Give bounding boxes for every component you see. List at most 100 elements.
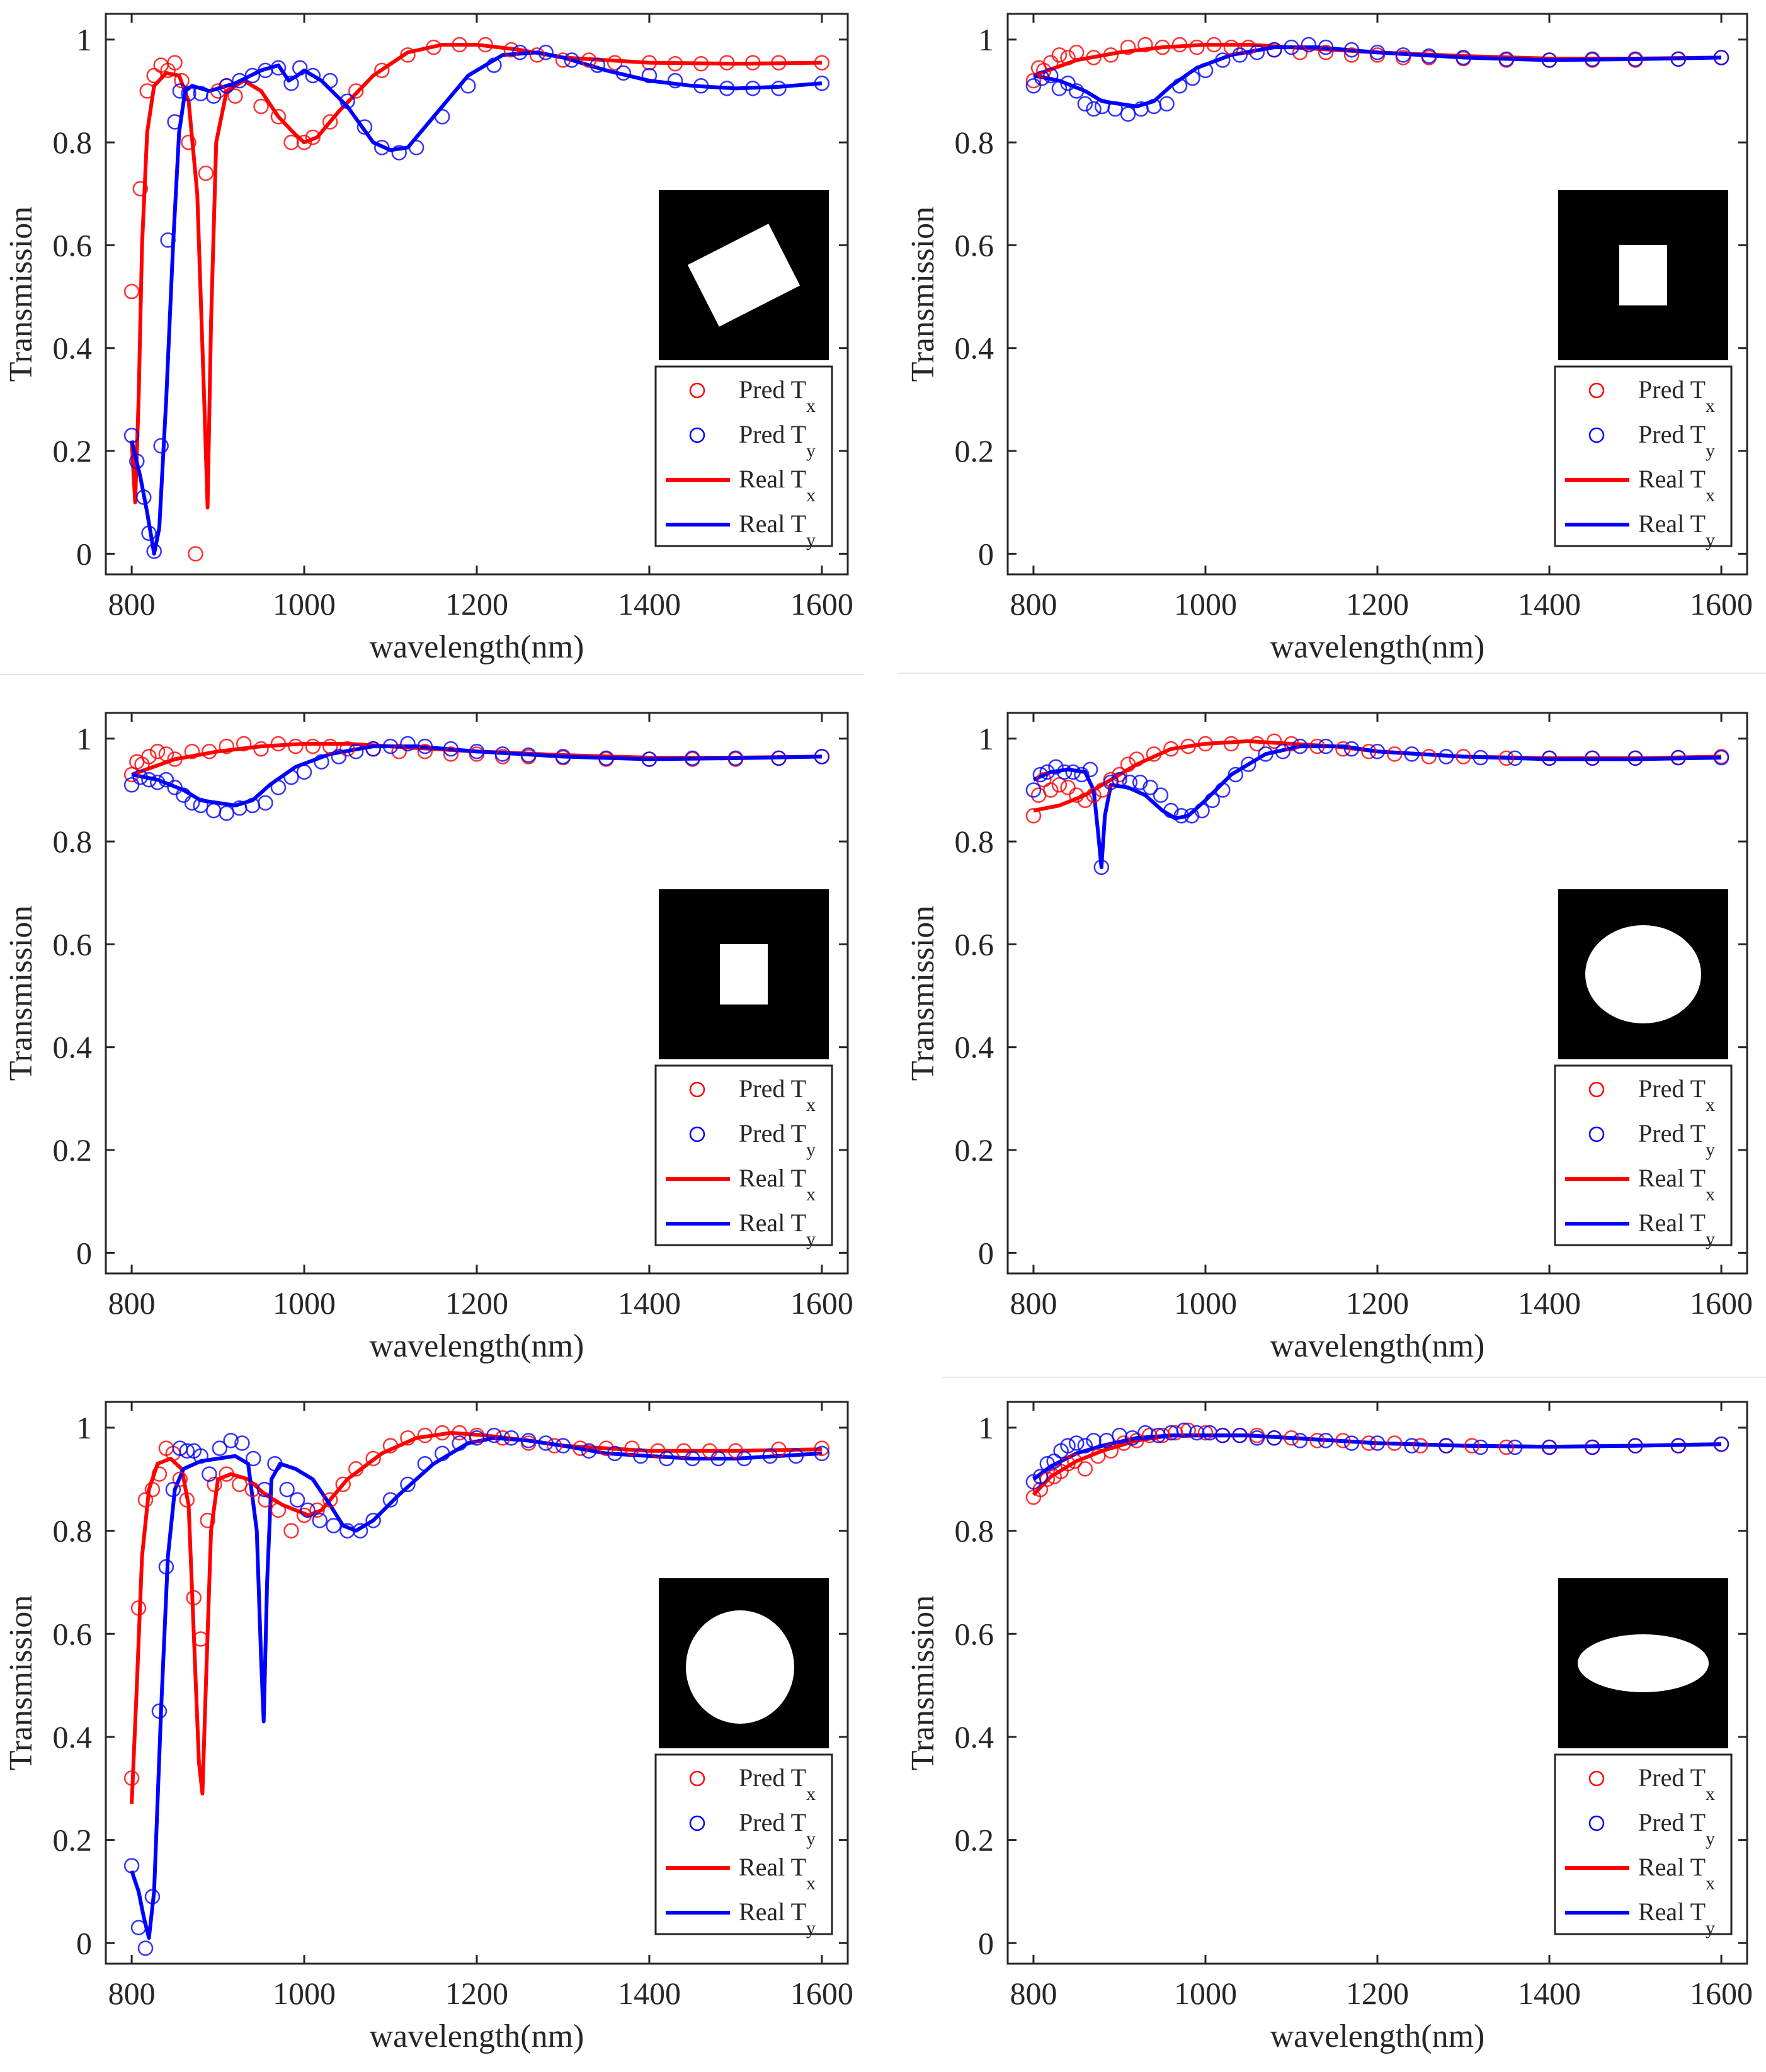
pred-ty-point [1438, 749, 1454, 765]
x-axis-label: wavelength(nm) [1270, 629, 1485, 665]
legend-label-pred_ty: Pred Ty [739, 1119, 816, 1160]
y-tick-label: 0.8 [955, 125, 994, 160]
pred-ty-point [1197, 62, 1214, 79]
pred-ty-point [1034, 70, 1050, 86]
pred-tx-point [1180, 1422, 1196, 1438]
pred-ty-point [305, 67, 321, 84]
pred-ty-point [289, 1492, 305, 1508]
pred-tx-point [244, 1481, 261, 1498]
pred-ty-point [123, 1858, 140, 1874]
pred-tx-point [529, 47, 545, 63]
pred-ty-point [382, 1492, 399, 1508]
pred-ty-point [814, 75, 830, 91]
y-tick-label: 0 [978, 536, 994, 571]
pred-tx-point [745, 55, 761, 71]
legend-label-real_tx: Real Tx [739, 465, 816, 506]
y-tick-label: 0.4 [955, 1719, 994, 1755]
pred-tx-point [452, 37, 467, 53]
pred-ty-point [137, 1940, 154, 1956]
y-tick-label: 0.6 [955, 1616, 994, 1651]
pred-tx-point [1077, 1461, 1093, 1477]
pred-tx-point [123, 1770, 140, 1786]
pred-tx-point [348, 83, 364, 99]
panel-divider-right-top [898, 673, 1766, 674]
pred-ty-point [1112, 771, 1127, 788]
pred-ty-point [1142, 780, 1158, 795]
pred-ty-point [1093, 859, 1110, 875]
pred-ty-point [123, 428, 140, 443]
pred-ty-point [136, 489, 152, 505]
y-tick-label: 0.4 [955, 1030, 994, 1065]
pred-tx-point [141, 749, 157, 765]
pred-ty-point [1713, 749, 1729, 766]
pred-tx-point [581, 52, 597, 68]
pred-tx-point [184, 743, 200, 760]
pred-ty-point [771, 750, 787, 766]
pred-tx-point [452, 1425, 467, 1441]
pred-tx-point [693, 55, 709, 72]
pred-tx-point [144, 1481, 161, 1498]
y-tick-label: 1 [76, 22, 92, 57]
pred-tx-point [1154, 39, 1170, 55]
pred-tx-point [305, 129, 321, 145]
y-tick-label: 0.6 [53, 1616, 93, 1651]
pred-tx-point [1413, 1438, 1428, 1454]
pred-ty-point [1670, 51, 1687, 67]
pred-ty-point [555, 749, 571, 765]
pred-ty-point [245, 1450, 261, 1467]
pred-ty-point [727, 750, 744, 766]
pred-tx-point [130, 1600, 147, 1616]
pred-tx-point [270, 1502, 287, 1518]
pred-ty-point [1473, 749, 1489, 766]
legend-label-pred_ty: Pred Ty [1638, 1808, 1715, 1849]
pred-ty-point [1421, 48, 1437, 64]
pred-tx-point [1060, 50, 1076, 65]
real-ty-line [1033, 45, 1722, 108]
pred-ty-point [256, 1481, 273, 1498]
pred-tx-point [348, 1461, 364, 1477]
legend-label-real_tx: Real Tx [1638, 465, 1715, 506]
pred-tx-point [1043, 782, 1059, 798]
pred-tx-point [158, 746, 174, 762]
inset-ellipse [1578, 1634, 1709, 1692]
pred-tx-point [198, 165, 214, 181]
legend-label-real_tx: Real Tx [1638, 1164, 1715, 1205]
x-tick-label: 800 [108, 1976, 156, 2011]
x-tick-label: 1600 [1690, 1285, 1753, 1321]
pred-tx-point [719, 55, 735, 71]
pred-ty-point [538, 1435, 554, 1451]
pred-ty-point [1068, 83, 1085, 99]
pred-tx-point [814, 55, 830, 71]
pred-tx-point [123, 766, 140, 783]
pred-ty-point [1043, 67, 1059, 84]
pred-ty-point [322, 72, 338, 89]
chart-panel-3: 800 1000 1200 1400 1600 0 0.2 0.4 0.6 0.8 1 wavelen… [3, 712, 853, 1364]
pred-tx-point [253, 741, 269, 757]
pred-ty-point [469, 1430, 485, 1446]
pred-ty-point [745, 81, 761, 96]
pred-ty-point [1077, 96, 1093, 112]
pred-ty-point [1318, 738, 1334, 754]
pred-ty-point [1082, 761, 1098, 778]
y-tick-label: 0.2 [955, 1823, 994, 1858]
x-tick-label: 1600 [790, 1976, 853, 2011]
pred-tx-point [624, 1440, 640, 1456]
pred-tx-point [1090, 1448, 1106, 1464]
pred-ty-point [434, 1445, 450, 1462]
legend-box [1554, 365, 1733, 547]
pred-ty-point [232, 72, 248, 89]
pred-tx-point [1361, 1435, 1377, 1451]
pred-tx-point [1464, 1438, 1480, 1454]
x-tick-label: 1000 [273, 1285, 336, 1321]
pred-ty-point [581, 1443, 597, 1459]
y-tick-label: 1 [76, 1410, 92, 1445]
legend-marker-pred_ty [689, 1815, 705, 1831]
legend-marker-pred_ty [1588, 1126, 1605, 1142]
pred-ty-point [219, 805, 235, 821]
pred-tx-point [676, 1443, 692, 1459]
x-tick-label: 1000 [273, 586, 336, 622]
pred-ty-point [391, 145, 407, 161]
